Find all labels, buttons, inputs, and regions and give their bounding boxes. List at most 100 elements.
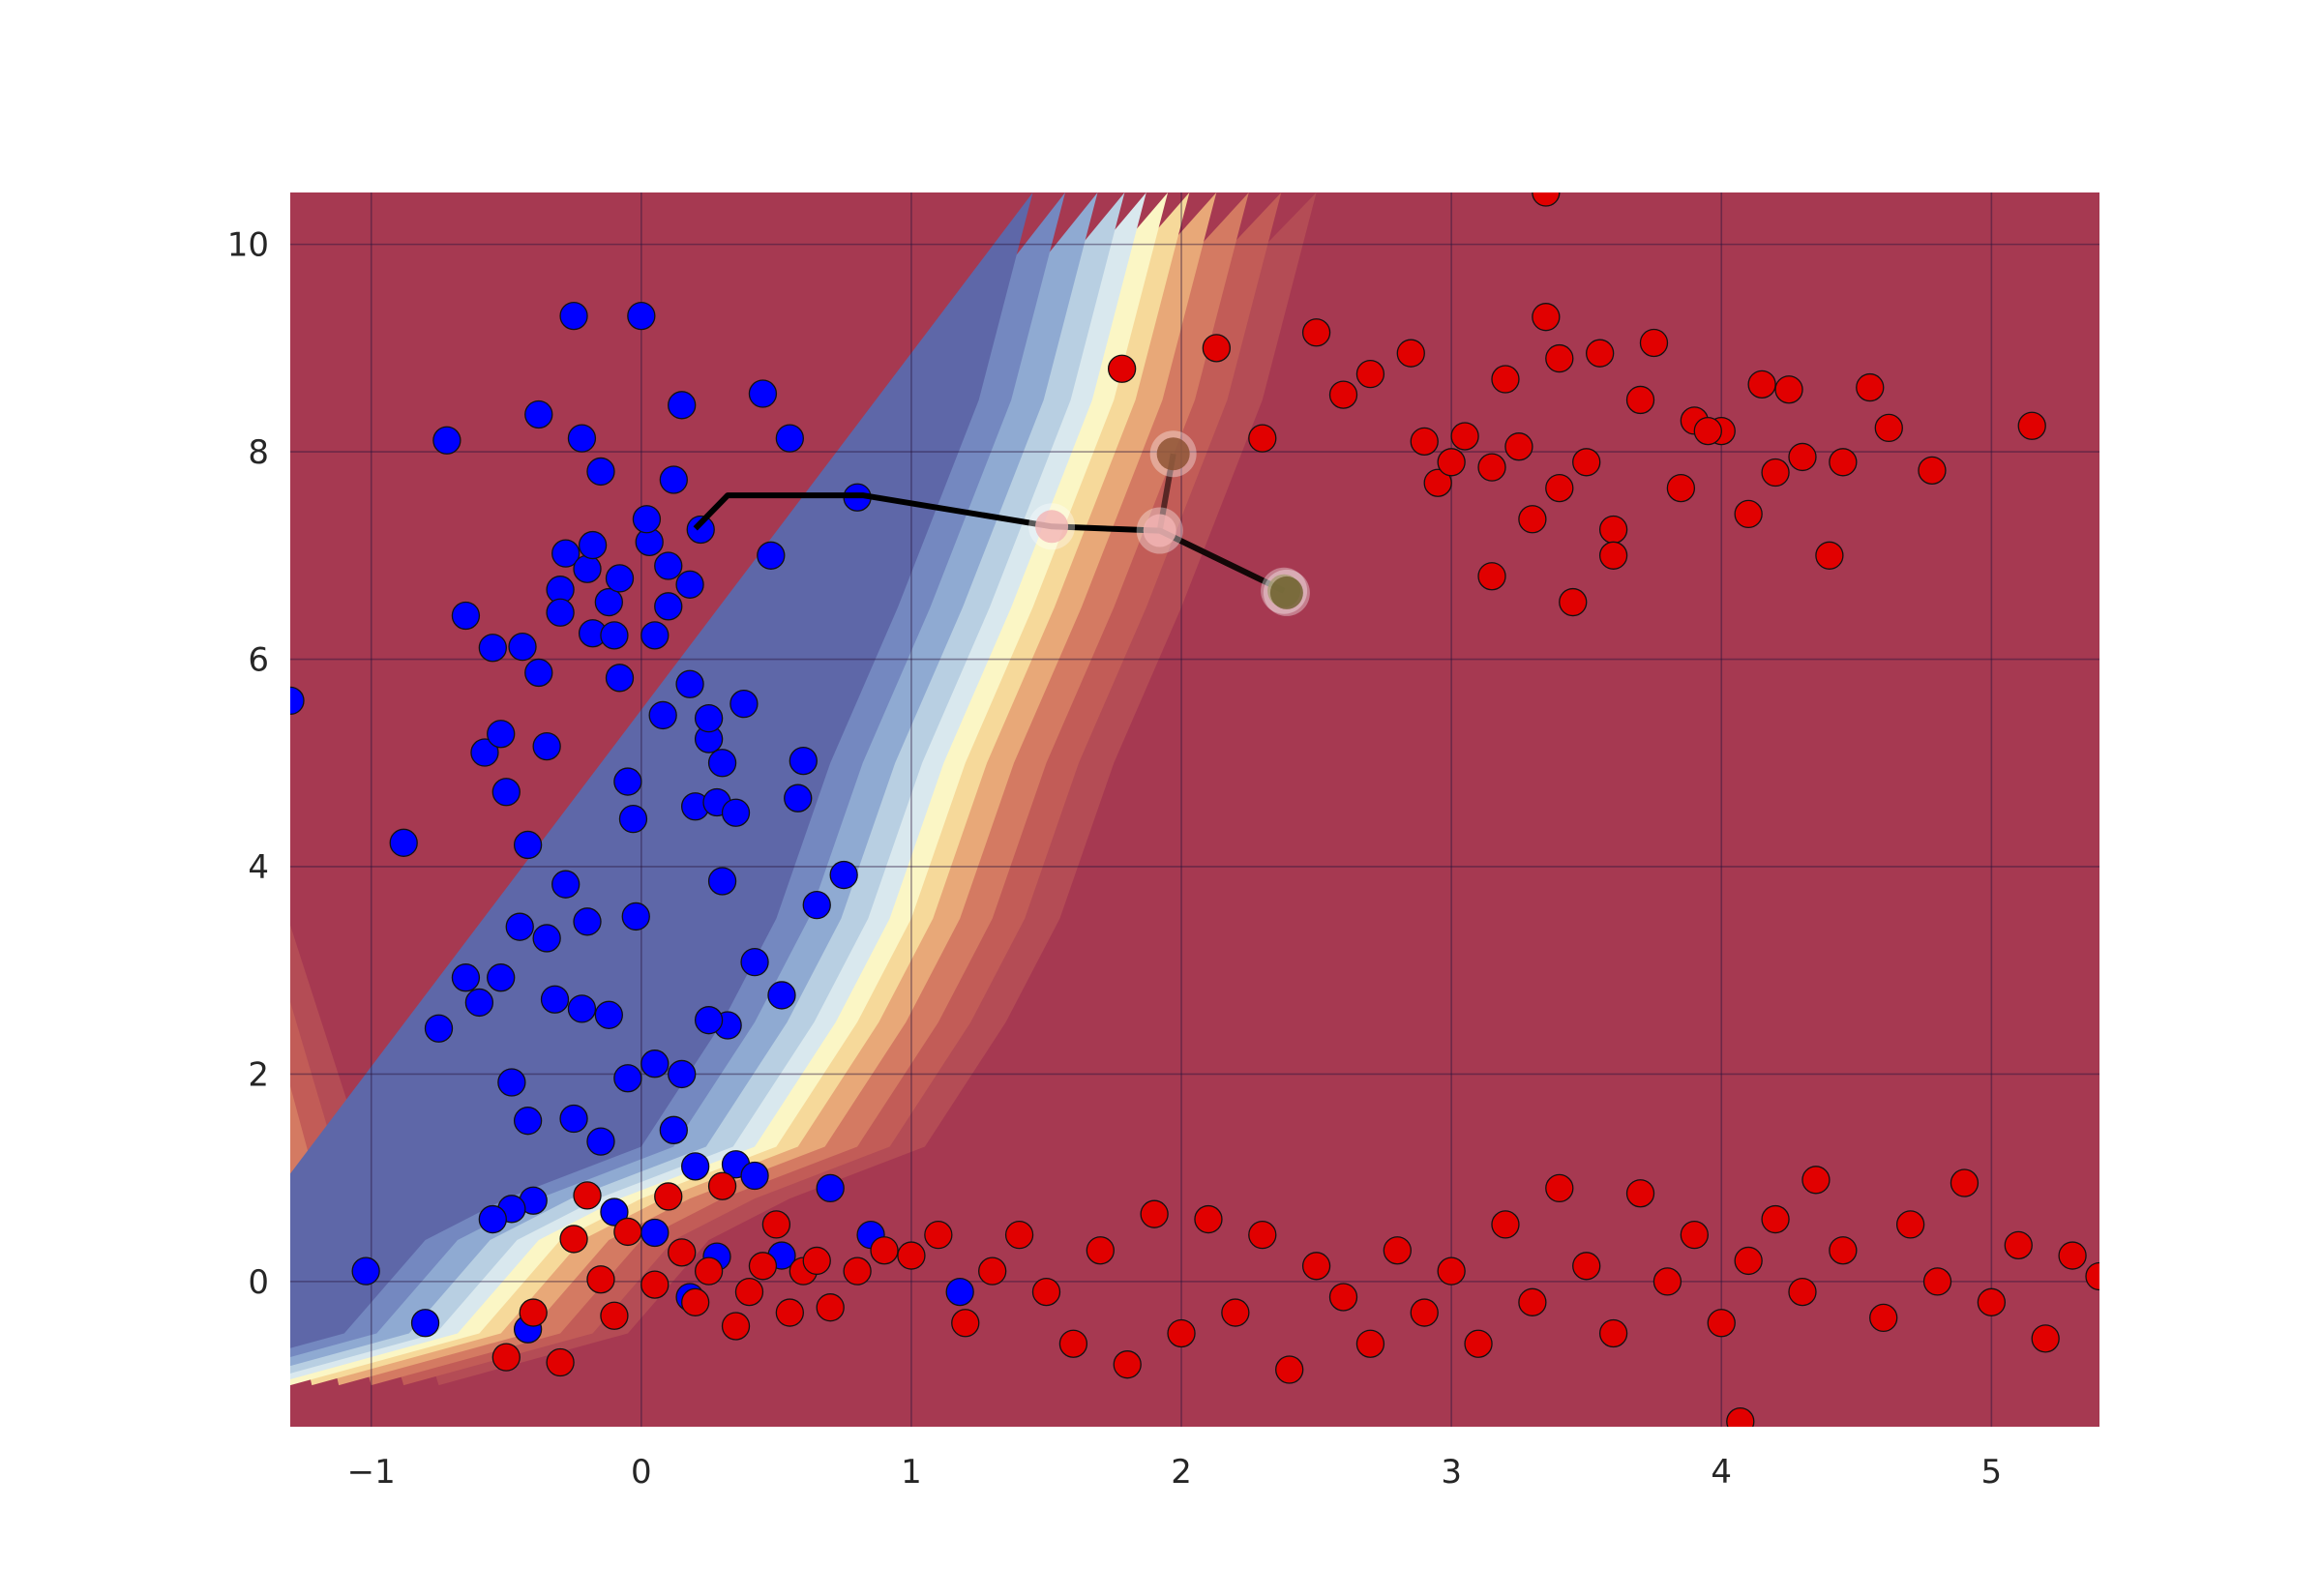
blue-point bbox=[668, 391, 697, 420]
red-point bbox=[559, 1225, 588, 1254]
x-tick-label: 4 bbox=[1711, 1453, 1732, 1492]
red-point bbox=[1396, 339, 1425, 368]
blue-point bbox=[567, 994, 597, 1023]
blue-point bbox=[586, 1127, 615, 1156]
red-point bbox=[707, 1171, 737, 1200]
blue-point bbox=[551, 870, 580, 899]
blue-point bbox=[945, 1277, 974, 1307]
red-point bbox=[491, 1343, 521, 1372]
blue-point bbox=[605, 564, 635, 593]
blue-point bbox=[505, 912, 534, 941]
blue-point bbox=[648, 700, 677, 730]
red-point bbox=[1950, 1168, 1980, 1197]
blue-point bbox=[586, 457, 615, 487]
red-point bbox=[870, 1236, 899, 1265]
red-point bbox=[1625, 1179, 1655, 1208]
red-point bbox=[1167, 1318, 1196, 1348]
blue-point bbox=[559, 301, 588, 331]
blue-point bbox=[497, 1068, 526, 1097]
blue-point bbox=[491, 778, 521, 807]
red-point bbox=[1221, 1298, 1250, 1327]
red-point bbox=[1450, 422, 1479, 451]
blue-point bbox=[681, 1152, 710, 1181]
red-point bbox=[1639, 328, 1669, 358]
blue-point bbox=[540, 985, 570, 1014]
blue-point bbox=[389, 828, 418, 857]
red-point bbox=[1532, 192, 1561, 207]
x-axis: −1 0 1 2 3 4 5 bbox=[347, 1453, 2003, 1492]
red-point bbox=[1491, 1210, 1520, 1239]
red-point bbox=[802, 1246, 831, 1276]
blue-point bbox=[675, 570, 704, 599]
blue-point bbox=[621, 901, 650, 931]
red-point bbox=[816, 1293, 845, 1322]
blue-point bbox=[451, 601, 481, 631]
blue-point bbox=[613, 1064, 642, 1093]
red-point bbox=[1869, 1303, 1898, 1333]
red-point bbox=[1464, 1329, 1493, 1358]
red-point bbox=[2085, 1261, 2099, 1291]
blue-point bbox=[487, 963, 516, 992]
blue-point bbox=[694, 1006, 724, 1035]
plot-area bbox=[290, 192, 2099, 1427]
red-point bbox=[1437, 1256, 1466, 1286]
red-point bbox=[1680, 1220, 1709, 1250]
red-point bbox=[668, 1238, 697, 1267]
red-point bbox=[1328, 1283, 1358, 1312]
red-point bbox=[1545, 473, 1574, 503]
red-point bbox=[734, 1277, 764, 1307]
red-point bbox=[1559, 587, 1588, 617]
blue-point bbox=[740, 1161, 769, 1191]
blue-point bbox=[600, 621, 629, 650]
decision-boundary-bands bbox=[290, 192, 1317, 1386]
red-point bbox=[519, 1298, 548, 1327]
red-point bbox=[2004, 1230, 2033, 1260]
y-tick-label: 4 bbox=[248, 848, 269, 887]
blue-point bbox=[532, 924, 561, 953]
red-point bbox=[1693, 416, 1722, 446]
blue-point bbox=[668, 1059, 697, 1089]
blue-point bbox=[573, 554, 602, 583]
red-point bbox=[2031, 1324, 2060, 1353]
blue-point bbox=[559, 1104, 588, 1134]
y-tick-label: 2 bbox=[248, 1055, 269, 1094]
blue-point bbox=[707, 749, 737, 778]
blue-point bbox=[546, 598, 575, 627]
red-point bbox=[1652, 1267, 1682, 1296]
red-point bbox=[1747, 369, 1776, 399]
red-point bbox=[1477, 453, 1506, 482]
red-point bbox=[1383, 1236, 1412, 1265]
x-tick-label: −1 bbox=[347, 1453, 396, 1492]
blue-point bbox=[707, 867, 737, 896]
blue-point bbox=[784, 783, 813, 813]
red-point bbox=[546, 1347, 575, 1377]
red-point bbox=[1572, 1252, 1601, 1281]
blue-point bbox=[757, 541, 786, 570]
blue-point bbox=[513, 830, 543, 860]
red-point bbox=[1598, 1318, 1628, 1348]
y-tick-label: 6 bbox=[248, 641, 269, 680]
red-point bbox=[1107, 354, 1137, 383]
red-point bbox=[1437, 448, 1466, 477]
red-point bbox=[1586, 339, 1615, 368]
red-point bbox=[1086, 1236, 1115, 1265]
blue-point bbox=[487, 720, 516, 749]
highlight-point bbox=[1035, 510, 1069, 544]
red-point bbox=[1761, 458, 1790, 488]
blue-point bbox=[775, 424, 804, 453]
blue-point bbox=[654, 592, 683, 621]
y-tick-label: 10 bbox=[227, 226, 269, 265]
blue-point bbox=[675, 669, 704, 698]
blue-point bbox=[605, 664, 635, 693]
red-point bbox=[1874, 413, 1903, 443]
red-point bbox=[1355, 1329, 1385, 1358]
red-point bbox=[748, 1252, 778, 1281]
blue-point bbox=[551, 539, 580, 568]
red-point bbox=[1031, 1277, 1061, 1307]
blue-point bbox=[613, 767, 642, 796]
blue-point bbox=[567, 424, 597, 453]
blue-points-layer bbox=[290, 301, 974, 1344]
red-point bbox=[1598, 541, 1628, 570]
blue-point bbox=[410, 1309, 440, 1338]
blue-point bbox=[686, 515, 715, 545]
